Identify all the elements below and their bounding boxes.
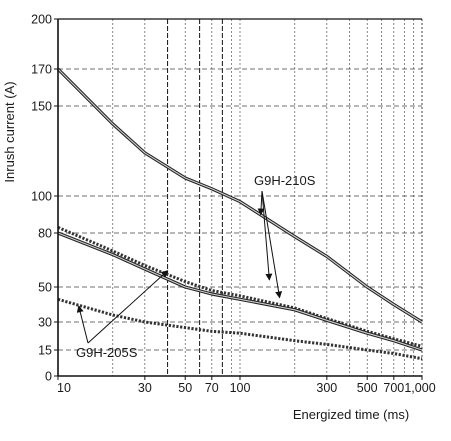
series-annotation-label: G9H-210S bbox=[254, 173, 316, 188]
y-tick-label: 80 bbox=[38, 227, 52, 241]
y-tick-label: 170 bbox=[31, 63, 52, 77]
annotation-arrow bbox=[261, 190, 273, 281]
x-tick-label: 30 bbox=[138, 381, 152, 395]
y-axis-label: Inrush current (A) bbox=[2, 81, 17, 182]
annotations: G9H-210S G9H-205S bbox=[76, 173, 316, 360]
series-annotation-label: G9H-205S bbox=[76, 345, 138, 360]
y-tick-label: 30 bbox=[38, 316, 52, 330]
x-tick-label: 500 bbox=[357, 381, 378, 395]
series-line-dotted bbox=[57, 226, 423, 348]
y-tick-label: 15 bbox=[38, 344, 52, 358]
x-tick-label: 300 bbox=[316, 381, 337, 395]
series-line-solid-core bbox=[57, 232, 423, 351]
x-axis-ticks: 10 30 50 70 100 300 500 700 1,000 bbox=[57, 376, 436, 395]
y-tick-label: 0 bbox=[45, 370, 52, 384]
x-tick-label: 100 bbox=[230, 381, 251, 395]
x-tick-label: 10 bbox=[57, 381, 71, 395]
series-line-solid-core bbox=[57, 68, 423, 323]
y-tick-label: 100 bbox=[31, 190, 52, 204]
y-tick-label: 150 bbox=[31, 100, 52, 114]
y-tick-label: 50 bbox=[38, 281, 52, 295]
data-series bbox=[56, 67, 423, 361]
x-tick-label: 70 bbox=[205, 381, 219, 395]
annotation-arrow bbox=[76, 305, 89, 344]
grid-lines bbox=[58, 19, 422, 376]
x-tick-label: 700 bbox=[383, 381, 404, 395]
annotation-arrow bbox=[257, 190, 265, 216]
annotation-arrow bbox=[261, 190, 283, 299]
annotation-arrow bbox=[87, 270, 169, 344]
y-tick-label: 200 bbox=[31, 13, 52, 27]
y-axis-ticks: 0 15 30 50 80 100 150 170 200 bbox=[31, 13, 58, 384]
x-tick-label: 1,000 bbox=[404, 381, 435, 395]
x-tick-label: 50 bbox=[178, 381, 192, 395]
x-axis-label: Energized time (ms) bbox=[293, 407, 409, 422]
